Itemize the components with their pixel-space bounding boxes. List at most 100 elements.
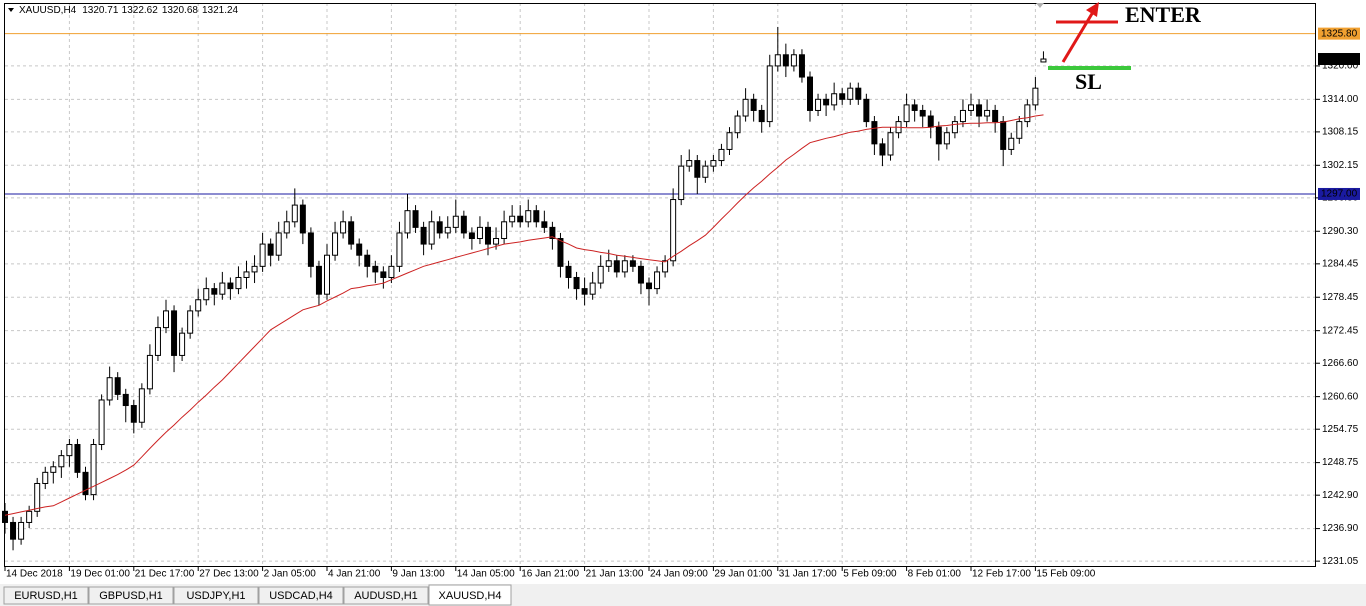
candle-body	[702, 165, 709, 178]
tab[interactable]	[173, 586, 259, 605]
candle-body	[879, 143, 886, 156]
enter-arrow	[1061, 11, 1095, 63]
candle-body	[444, 226, 451, 234]
x-tick-label: 24 Jan 09:00	[650, 569, 708, 580]
x-tick-label: 14 Jan 05:00	[457, 569, 515, 580]
tab[interactable]	[343, 586, 429, 605]
candle-body	[211, 288, 218, 295]
level-price-label-bg	[1318, 187, 1360, 200]
candle-body	[452, 215, 459, 228]
candle-body	[919, 109, 926, 117]
candle-body	[195, 299, 202, 312]
y-tick-label: 1266.60	[1322, 358, 1359, 369]
level-price-label: 1297.00	[1321, 189, 1358, 200]
high: 1322.62	[122, 5, 159, 16]
candle-body	[911, 104, 918, 111]
x-tick-label: 19 Dec 01:00	[70, 569, 130, 580]
candle-body	[686, 160, 693, 167]
tab[interactable]	[88, 586, 174, 605]
tab-label[interactable]: AUDUSD,H1	[354, 590, 418, 602]
tab-label[interactable]: USDCAD,H4	[269, 590, 333, 602]
low: 1320.68	[162, 5, 199, 16]
candle-body	[927, 115, 934, 128]
candle-body	[678, 165, 685, 201]
candle-body	[807, 76, 813, 111]
candle-body	[324, 254, 330, 295]
candle-body	[34, 482, 41, 512]
candle-body	[565, 265, 572, 278]
candle-body	[291, 204, 298, 223]
candle-body	[887, 132, 894, 156]
x-tick-label: 5 Feb 09:00	[843, 569, 897, 580]
candle-body	[831, 93, 838, 106]
tab[interactable]	[3, 586, 89, 605]
candle-body	[412, 210, 419, 228]
level-price-label-bg	[1318, 27, 1360, 40]
candle-body	[348, 221, 355, 245]
candle-body	[219, 282, 226, 295]
candle-body	[428, 221, 435, 245]
candle-body	[903, 104, 910, 123]
candle-body	[146, 354, 153, 390]
candle-body	[637, 265, 644, 284]
current-price-label: 1321.24	[1321, 54, 1358, 65]
candle-body	[468, 232, 475, 240]
tab-label[interactable]: EURUSD,H1	[14, 590, 78, 602]
candle-body	[855, 87, 862, 100]
sl-label: SL	[1075, 69, 1102, 94]
candle-body	[968, 104, 974, 111]
candle-body	[951, 121, 958, 134]
tab[interactable]	[258, 586, 344, 605]
tab-label[interactable]: USDJPY,H1	[186, 590, 245, 602]
candle-body	[1024, 104, 1031, 123]
candle-body	[26, 510, 33, 523]
candle-body	[541, 221, 548, 228]
candle-body	[283, 221, 290, 234]
candle-body	[388, 265, 395, 278]
enter-arrow-head	[1086, 2, 1099, 17]
candle-body	[364, 254, 371, 267]
x-tick-label: 16 Jan 21:00	[521, 569, 579, 580]
candle-body	[98, 399, 105, 446]
tab-label[interactable]: XAUUSD,H4	[439, 590, 502, 602]
candle-body	[380, 271, 387, 278]
active-tab[interactable]	[428, 584, 512, 606]
candle-body	[485, 226, 491, 245]
candle-body	[460, 215, 467, 234]
candle-body	[332, 232, 339, 256]
chart-frame	[4, 3, 1316, 567]
candle-body	[525, 210, 532, 223]
candle-body	[847, 87, 854, 100]
candle-body	[774, 54, 781, 67]
candle-body	[179, 332, 186, 356]
candle-body	[646, 282, 652, 290]
candle-body	[959, 109, 966, 123]
open: 1320.71	[82, 5, 119, 16]
y-tick-label: 1242.90	[1322, 490, 1359, 501]
candle-body	[694, 160, 701, 178]
candle-body	[154, 327, 161, 356]
symbol-menu-icon[interactable]	[8, 8, 14, 12]
candle-body	[798, 54, 805, 78]
y-tick-label: 1278.45	[1322, 292, 1359, 303]
current-price-label-bg	[1318, 53, 1360, 66]
x-tick-label: 27 Dec 13:00	[199, 569, 259, 580]
candle-body	[501, 221, 508, 240]
candle-body	[589, 282, 596, 295]
candle-body	[839, 93, 846, 100]
candle-body	[10, 521, 17, 540]
candle-body	[315, 265, 322, 295]
candle-body	[138, 388, 145, 423]
x-tick-label: 4 Jan 21:00	[328, 569, 381, 580]
tab-label[interactable]: GBPUSD,H1	[99, 590, 163, 602]
candle-body	[476, 226, 483, 240]
chart-header: XAUUSD,H4 1320.71 1322.62 1320.68 1321.24	[19, 5, 239, 16]
candle-body	[259, 243, 266, 267]
candle-body	[50, 466, 57, 473]
candle-body	[267, 243, 274, 256]
y-tick-label: 1290.30	[1322, 226, 1359, 237]
x-tick-label: 21 Jan 13:00	[586, 569, 644, 580]
candle-body	[493, 238, 500, 245]
candle-body	[782, 54, 789, 67]
candle-body	[613, 260, 620, 273]
